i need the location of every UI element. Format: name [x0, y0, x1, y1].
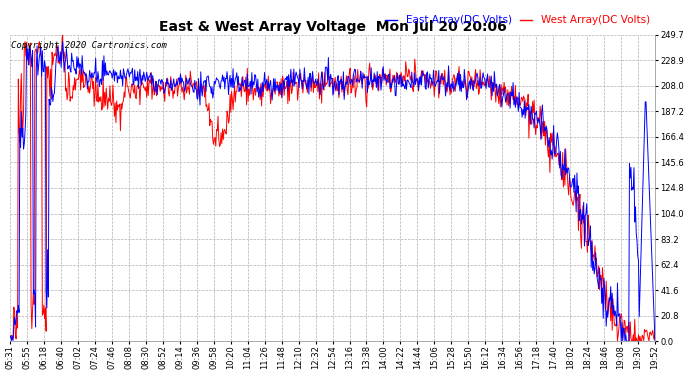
Title: East & West Array Voltage  Mon Jul 20 20:06: East & West Array Voltage Mon Jul 20 20:…	[159, 20, 506, 33]
Text: Copyright 2020 Cartronics.com: Copyright 2020 Cartronics.com	[11, 41, 167, 50]
Legend: East Array(DC Volts), West Array(DC Volts): East Array(DC Volts), West Array(DC Volt…	[385, 15, 650, 26]
